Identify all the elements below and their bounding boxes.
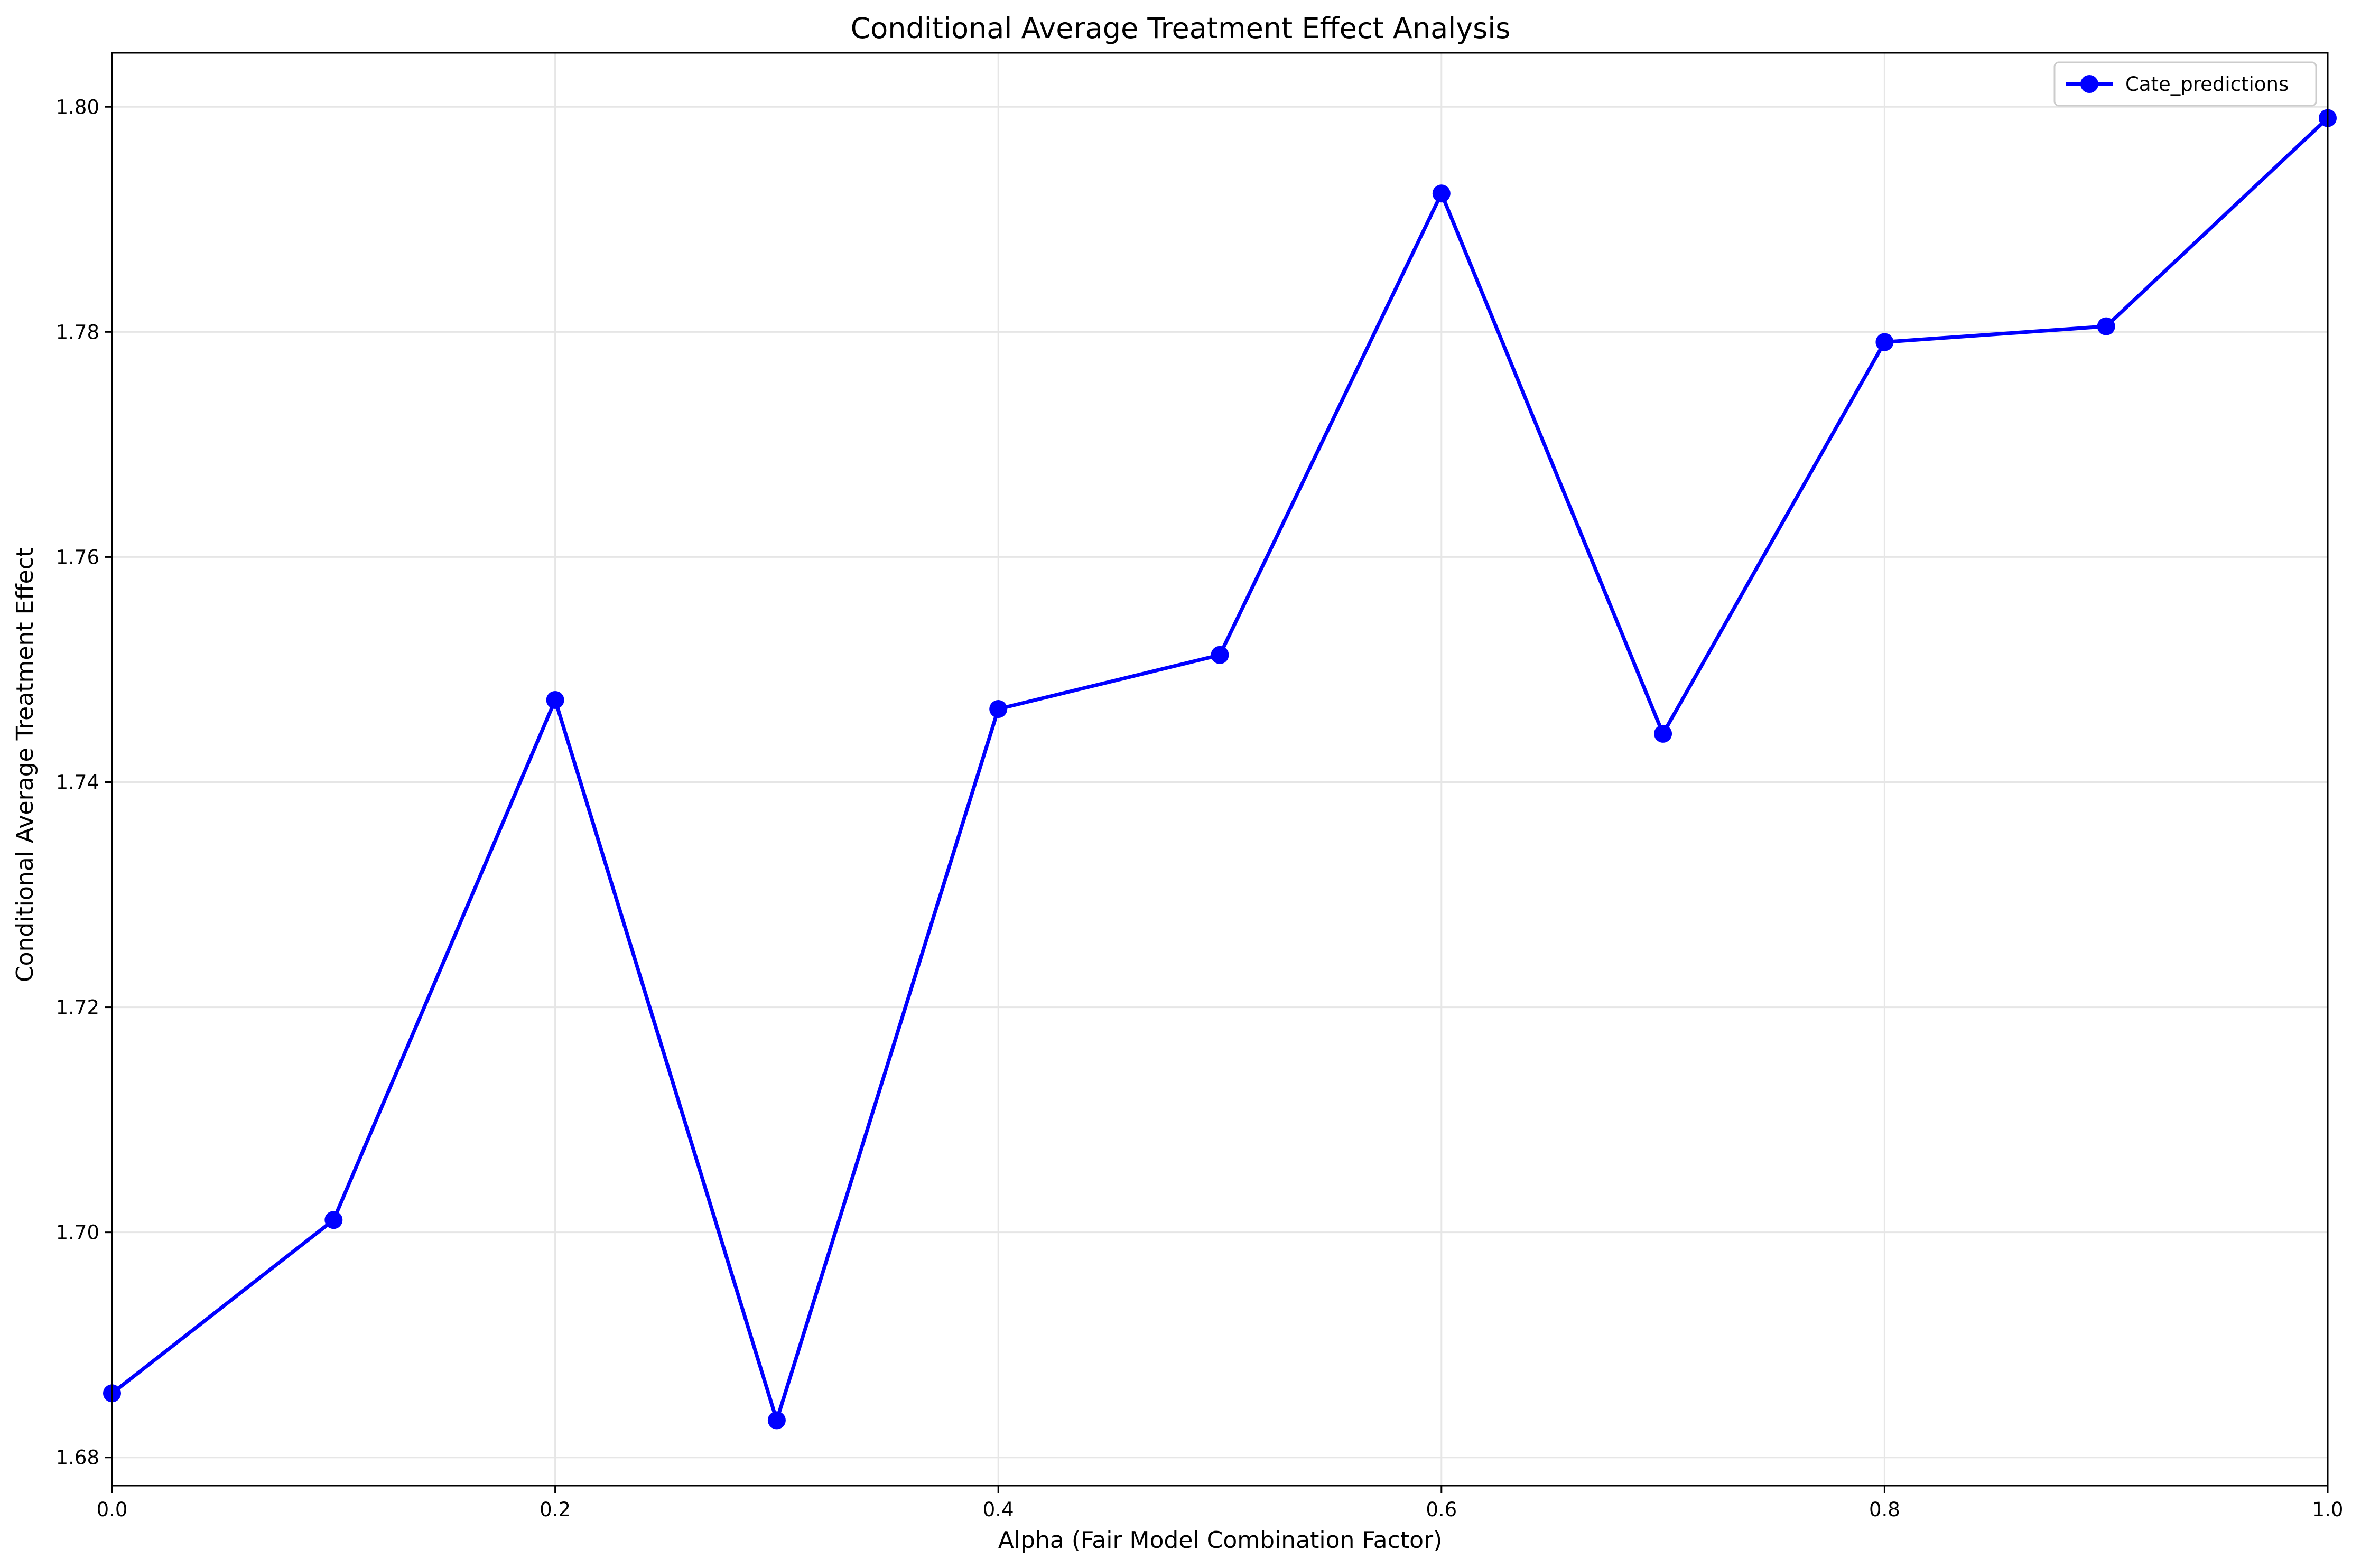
- x-tick-label: 0.4: [983, 1498, 1014, 1521]
- data-point: [1654, 724, 1672, 743]
- data-point: [2097, 317, 2115, 335]
- data-point: [324, 1211, 343, 1229]
- x-tick-label: 1.0: [2312, 1498, 2344, 1521]
- legend: Cate_predictions: [2053, 61, 2317, 107]
- data-point: [767, 1411, 786, 1430]
- legend-box: [2053, 61, 2317, 107]
- data-point: [546, 690, 564, 709]
- legend-marker-swatch: [2080, 75, 2098, 93]
- x-tick-label: 0.6: [1426, 1498, 1457, 1521]
- x-tick-label: 0.0: [97, 1498, 128, 1521]
- plot-frame: [111, 52, 2329, 1487]
- data-point: [1211, 646, 1229, 664]
- legend-label: Cate_predictions: [2125, 73, 2289, 96]
- data-point: [1875, 333, 1894, 351]
- y-tick-label: 1.68: [56, 1446, 99, 1469]
- y-tick-label: 1.78: [56, 321, 99, 343]
- x-tick-label: 0.8: [1869, 1498, 1900, 1521]
- y-tick-label: 1.80: [56, 96, 99, 118]
- data-point: [989, 700, 1008, 718]
- series-layer: [103, 109, 2337, 1430]
- y-tick-label: 1.70: [56, 1221, 99, 1244]
- x-tick-label: 0.2: [540, 1498, 571, 1521]
- chart-title: Conditional Average Treatment Effect Ana…: [851, 12, 1511, 45]
- y-tick-label: 1.76: [56, 546, 99, 568]
- data-point: [1432, 184, 1451, 203]
- ticks: 0.0 0.2 0.4 0.6 0.8 1.0 1.68 1.70 1.72 1.74 1.76 1.…: [56, 96, 2344, 1521]
- y-tick-label: 1.72: [56, 996, 99, 1019]
- y-tick-label: 1.74: [56, 771, 99, 794]
- y-axis-label: Conditional Average Treatment Effect: [12, 548, 39, 982]
- x-axis-label: Alpha (Fair Model Combination Factor): [998, 1527, 1443, 1554]
